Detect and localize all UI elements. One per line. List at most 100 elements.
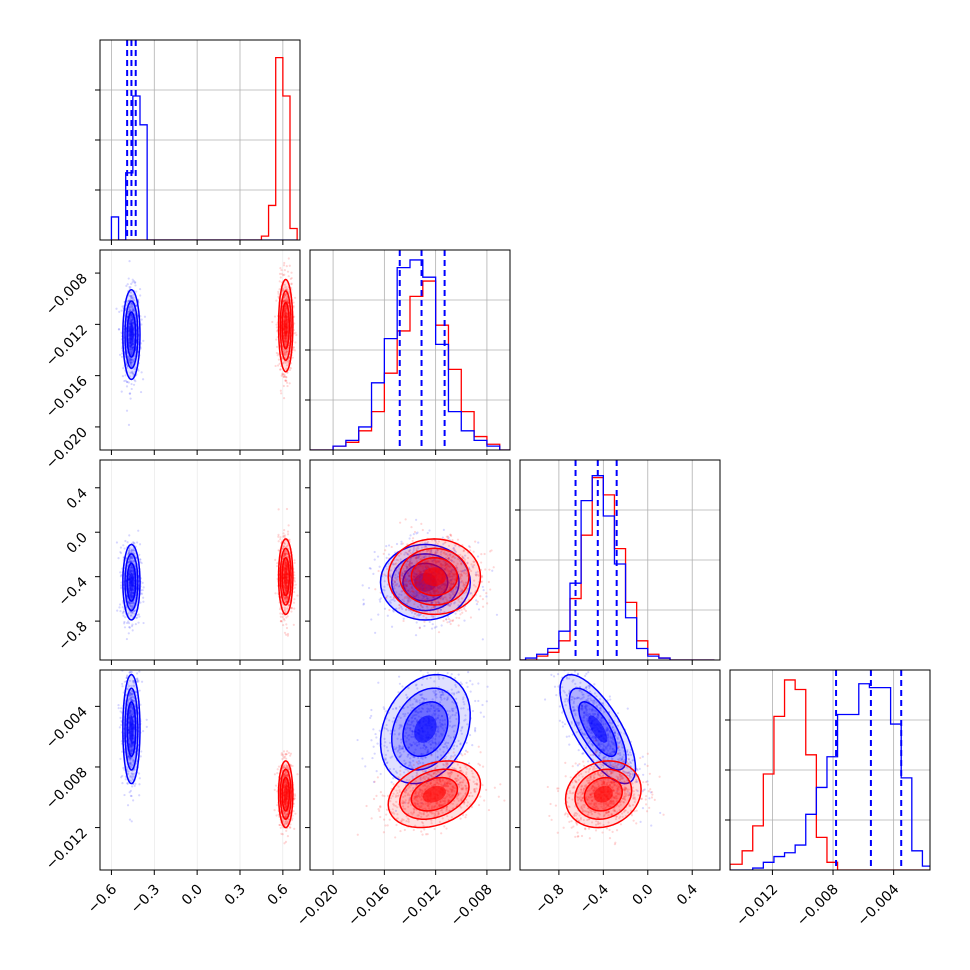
blue-sample-point <box>470 592 473 595</box>
blue-sample-point <box>139 703 142 706</box>
blue-sample-point <box>129 320 133 323</box>
blue-sample-point <box>130 282 133 286</box>
red-sample-point <box>464 609 468 612</box>
red-sample-point <box>282 361 286 364</box>
blue-sample-point <box>129 591 132 594</box>
blue-sample-point <box>127 310 131 313</box>
red-sample-point <box>283 308 286 312</box>
blue-sample-point <box>131 302 134 305</box>
red-sample-point <box>286 544 290 547</box>
blue-sample-point <box>129 604 132 607</box>
blue-sample-point <box>132 799 135 802</box>
blue-sample-point <box>520 598 522 600</box>
red-sample-point <box>459 575 462 578</box>
red-sample-point <box>448 572 451 575</box>
blue-sample-point <box>131 566 134 569</box>
blue-sample-point <box>129 693 132 697</box>
blue-sample-point <box>127 600 131 604</box>
red-sample-point <box>449 564 452 568</box>
red-sample-point <box>282 566 286 570</box>
red-sample-point <box>281 373 284 376</box>
blue-sample-point <box>129 710 133 713</box>
red-sample-point <box>284 589 287 592</box>
blue-sample-point <box>413 612 416 615</box>
red-sample-point <box>474 540 477 543</box>
red-sample-point <box>286 300 289 303</box>
red-sample-point <box>292 346 295 349</box>
red-sample-point <box>283 309 286 313</box>
red-sample-point <box>457 585 460 589</box>
blue-sample-point <box>129 749 132 752</box>
blue-sample-point <box>133 299 136 302</box>
blue-sample-point <box>129 592 133 595</box>
red-sample-point <box>418 552 422 555</box>
red-sample-point <box>283 552 286 555</box>
blue-sample-point <box>426 597 429 600</box>
blue-sample-point <box>431 601 434 604</box>
blue-sample-point <box>446 563 449 566</box>
red-sample-point <box>283 350 286 353</box>
blue-sample-point <box>442 583 445 586</box>
red-sample-point <box>279 612 282 615</box>
red-sample-point <box>447 544 451 547</box>
red-sample-point <box>412 595 416 598</box>
blue-sample-point <box>129 570 132 574</box>
red-sample-point <box>461 555 464 558</box>
red-sample-point <box>420 573 424 576</box>
blue-sample-point <box>137 369 140 372</box>
red-sample-point <box>480 561 483 564</box>
red-sample-point <box>285 561 288 564</box>
blue-sample-point <box>128 757 132 760</box>
blue-sample-point <box>128 358 132 362</box>
red-sample-point <box>286 316 289 320</box>
blue-sample-point <box>426 541 429 545</box>
blue-sample-point <box>410 586 413 590</box>
red-sample-point <box>414 612 417 615</box>
red-sample-point <box>452 573 455 576</box>
blue-sample-point <box>130 746 133 749</box>
red-sample-point <box>479 595 482 598</box>
red-sample-point <box>468 546 472 549</box>
red-sample-point <box>276 562 279 565</box>
red-sample-point <box>276 330 279 333</box>
blue-sample-point <box>127 737 130 740</box>
blue-sample-point <box>129 761 132 764</box>
blue-sample-point <box>127 357 130 360</box>
red-sample-point <box>432 591 436 594</box>
red-sample-point <box>442 552 445 555</box>
scatter-panel-2-1 <box>95 249 301 455</box>
red-sample-point <box>440 604 443 607</box>
blue-sample-point <box>127 729 130 732</box>
red-sample-point <box>435 559 438 562</box>
blue-sample-point <box>130 591 133 595</box>
blue-sample-point <box>127 717 131 720</box>
red-sample-point <box>436 542 439 546</box>
blue-sample-point <box>128 714 131 717</box>
scatter-panel-3-2 <box>305 459 522 665</box>
blue-sample-point <box>477 608 481 611</box>
red-sample-point <box>283 351 286 354</box>
blue-sample-point <box>440 587 443 590</box>
red-sample-point <box>285 616 288 619</box>
blue-sample-point <box>404 583 407 587</box>
red-contour <box>277 538 294 616</box>
red-sample-point <box>456 562 459 565</box>
red-sample-point <box>421 579 424 582</box>
red-sample-point <box>421 580 424 583</box>
blue-sample-point <box>134 380 137 383</box>
red-sample-point <box>421 567 425 570</box>
red-sample-point <box>279 538 282 541</box>
blue-sample-point <box>133 309 136 312</box>
blue-sample-point <box>398 584 401 587</box>
blue-sample-point <box>129 594 133 597</box>
blue-sample-point <box>130 569 133 573</box>
red-sample-point <box>283 337 287 341</box>
red-sample-point <box>423 561 426 564</box>
blue-sample-point <box>451 577 454 581</box>
red-sample-point <box>408 563 411 566</box>
blue-sample-point <box>127 572 131 576</box>
blue-sample-point <box>123 620 126 624</box>
red-sample-point <box>449 596 452 599</box>
red-sample-point <box>437 540 441 543</box>
red-sample-point <box>282 542 286 545</box>
